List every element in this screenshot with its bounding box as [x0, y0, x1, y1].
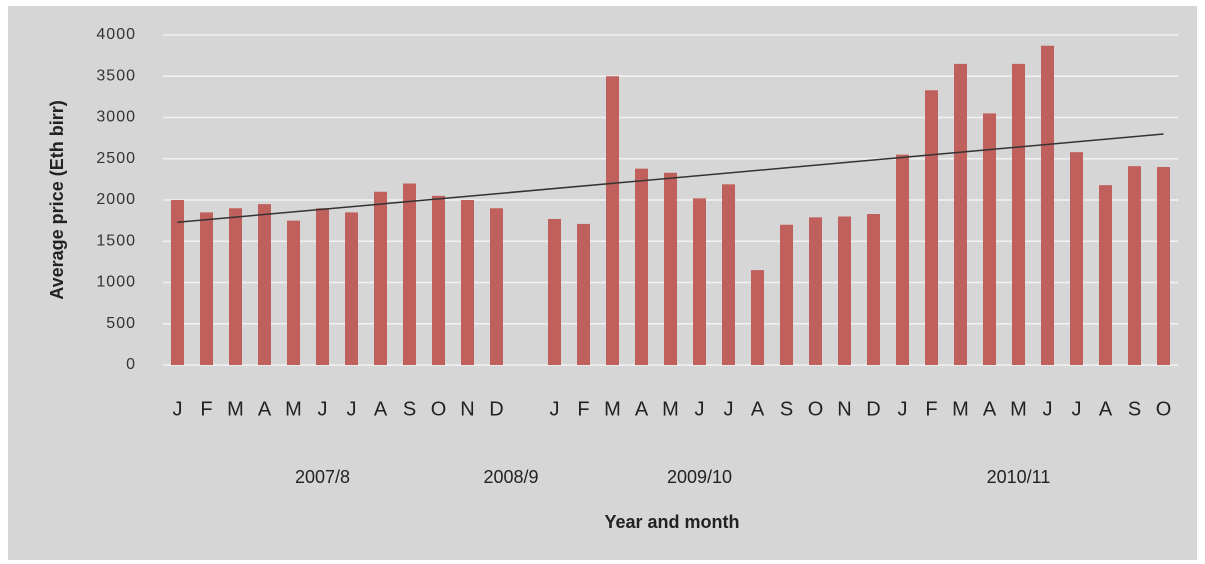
y-tick-label: 4000 — [96, 26, 136, 43]
x-tick-label: A — [374, 398, 388, 420]
bar — [1157, 167, 1170, 365]
x-tick-label: J — [724, 398, 734, 420]
x-tick-label: S — [403, 398, 416, 420]
bar — [867, 214, 880, 365]
bar — [345, 212, 358, 365]
bar — [229, 208, 242, 365]
bar — [722, 184, 735, 365]
x-tick-label: M — [662, 398, 679, 420]
bar — [577, 223, 590, 365]
x-tick-label: O — [1156, 398, 1172, 420]
trendline — [177, 133, 1164, 224]
x-tick-label: J — [898, 398, 908, 420]
bar — [432, 195, 445, 365]
x-tick-label: A — [751, 398, 765, 420]
x-tick-label: J — [318, 398, 328, 420]
x-tick-label: A — [983, 398, 997, 420]
x-tick-label: N — [460, 398, 474, 420]
bar — [809, 217, 822, 365]
group-label: 2010/11 — [987, 467, 1051, 487]
x-tick-label: S — [1128, 398, 1141, 420]
x-tick-label: F — [577, 398, 589, 420]
y-tick-label: 0 — [126, 356, 136, 373]
bar — [896, 154, 909, 365]
x-tick-label: J — [695, 398, 705, 420]
y-tick-label: 3500 — [96, 67, 136, 84]
bar — [316, 208, 329, 365]
x-tick-label: J — [1072, 398, 1082, 420]
bar — [925, 90, 938, 366]
y-tick-label: 3000 — [96, 109, 136, 126]
group-label: 2007/8 — [295, 467, 350, 487]
x-axis-title: Year and month — [604, 512, 739, 532]
bar — [171, 200, 184, 365]
x-tick-label: D — [489, 398, 503, 420]
bar — [838, 216, 851, 365]
bar — [403, 183, 416, 365]
x-tick-label: M — [227, 398, 244, 420]
bar — [954, 63, 967, 365]
bar — [664, 172, 677, 365]
bar — [1012, 63, 1025, 365]
x-tick-label: S — [780, 398, 793, 420]
bar — [780, 224, 793, 365]
bar — [751, 270, 764, 365]
x-tick-label: D — [866, 398, 880, 420]
bar — [1099, 185, 1112, 365]
x-tick-label: M — [604, 398, 621, 420]
x-tick-label: F — [925, 398, 937, 420]
bar — [461, 200, 474, 365]
x-tick-label: F — [200, 398, 212, 420]
bar — [1128, 166, 1141, 365]
bar — [548, 218, 561, 365]
bar — [983, 113, 996, 365]
bar — [200, 212, 213, 365]
x-tick-label: J — [173, 398, 183, 420]
y-tick-label: 2000 — [96, 191, 136, 208]
x-tick-label: O — [808, 398, 824, 420]
x-tick-label: J — [347, 398, 357, 420]
bar — [693, 198, 706, 365]
bar — [1041, 45, 1054, 365]
x-tick-label: O — [431, 398, 447, 420]
x-tick-label: N — [837, 398, 851, 420]
x-tick-label: M — [1010, 398, 1027, 420]
x-tick-label: A — [258, 398, 272, 420]
y-tick-label: 1500 — [96, 232, 136, 249]
y-tick-label: 500 — [106, 315, 136, 332]
x-tick-label: A — [1099, 398, 1113, 420]
bar — [374, 191, 387, 365]
y-tick-label: 1000 — [96, 274, 136, 291]
x-tick-label: M — [285, 398, 302, 420]
x-tick-label: J — [1043, 398, 1053, 420]
x-tick-label: A — [635, 398, 649, 420]
group-label: 2008/9 — [483, 467, 538, 487]
bar — [1070, 152, 1083, 365]
bar — [606, 76, 619, 365]
y-tick-label: 2500 — [96, 150, 136, 167]
y-axis-title: Average price (Eth birr) — [47, 100, 67, 299]
x-tick-label: J — [550, 398, 560, 420]
bar — [635, 168, 648, 365]
group-label: 2009/10 — [667, 467, 732, 487]
bar — [287, 220, 300, 365]
x-tick-label: M — [952, 398, 969, 420]
bar — [490, 208, 503, 365]
bar — [258, 204, 271, 365]
